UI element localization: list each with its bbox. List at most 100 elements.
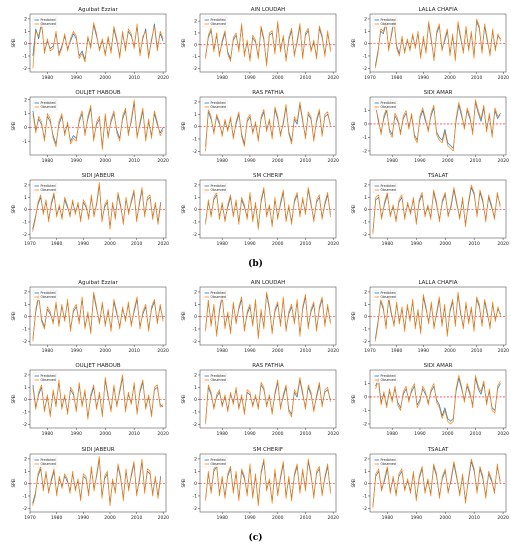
plot-frame (369, 369, 507, 429)
x-tick-label: 1980 (382, 241, 394, 247)
plot-frame (369, 13, 507, 73)
y-tick-label: -2 (23, 422, 28, 428)
x-tick-label: 2000 (440, 241, 452, 247)
legend-label: Predicted (211, 374, 226, 378)
legend-box (202, 372, 228, 384)
chart-panel: SIDI AMAR SPEI -2 -1 0 1 1980 1990 2000 2010 2020 P… (351, 90, 509, 164)
x-tick-label: 1990 (71, 75, 83, 81)
series-line-observed (32, 99, 164, 150)
legend-label: Observed (381, 22, 396, 26)
x-tick-label: 1980 (386, 431, 398, 437)
y-tick-label: 1 (194, 302, 197, 308)
legend-label: Predicted (41, 184, 56, 188)
x-tick-label: 1970 (364, 75, 376, 81)
x-tick-label: 2010 (470, 431, 482, 437)
x-tick-label: 1990 (71, 431, 83, 437)
y-tick-label: 1 (24, 385, 27, 391)
y-axis-label: SPEI (11, 394, 16, 403)
chart-title: SIDI AMAR (424, 90, 453, 96)
plot-frame (29, 453, 167, 513)
legend-label: Predicted (41, 101, 56, 105)
chart-panel: OULJET HABOUB SPEI -2 -1 0 1 2 1980 1990 2000 2010… (11, 363, 169, 437)
y-axis-label: SPEI (181, 394, 186, 403)
y-tick-label: 2 (364, 457, 367, 463)
y-axis-label: SPEI (181, 311, 186, 320)
plot-frame (369, 179, 507, 239)
y-axis-label: SPEI (181, 478, 186, 487)
y-tick-label: 0 (194, 124, 197, 130)
y-tick-label: 1 (24, 195, 27, 201)
y-tick-label: 2 (194, 183, 197, 189)
plot-frame (29, 13, 167, 73)
panel-label-b: (b) (248, 259, 263, 269)
legend-label: Predicted (211, 291, 226, 295)
x-tick-label: 2010 (128, 158, 140, 164)
series-line-observed (374, 18, 501, 69)
legend-box (372, 456, 398, 468)
x-tick-label: 2010 (471, 348, 483, 354)
y-tick-label: 2 (194, 290, 197, 296)
x-tick-label: 2000 (442, 158, 454, 164)
chart-panel: Aguibat Ezziar SPEI -2 -1 0 1 2 1980 1990 2000 201… (11, 7, 169, 81)
y-tick-label: 0 (364, 314, 367, 320)
x-tick-label: 1990 (71, 348, 83, 354)
y-tick-label: -2 (363, 422, 368, 428)
y-tick-label: -2 (193, 232, 198, 238)
chart-title: SM CHERIF (253, 447, 283, 453)
x-tick-label: 1990 (244, 75, 256, 81)
y-axis-label: SPEI (351, 38, 356, 47)
legend-label: Predicted (381, 291, 396, 295)
chart-panel: OULJET HABOUB SPEI -1 0 1 2 1980 1990 2000 2010 20… (11, 90, 169, 164)
y-tick-label: -1 (193, 54, 198, 60)
chart-title: TSALAT (427, 447, 449, 453)
y-tick-label: 2 (24, 17, 27, 23)
legend-label: Observed (381, 462, 396, 466)
x-tick-label: 2000 (272, 158, 284, 164)
y-axis-label: SPEI (11, 38, 16, 47)
chart-panel: RAS FATHIA SPEI -2 -1 0 1 2 1980 1990 2000 2010 202… (181, 363, 339, 437)
x-tick-label: 2010 (128, 348, 140, 354)
y-tick-label: 0 (194, 481, 197, 487)
x-tick-label: 1990 (78, 515, 90, 521)
chart-title: SIDI JABEUR (81, 447, 114, 453)
series-line-observed (205, 291, 331, 340)
x-tick-label: 1990 (244, 431, 256, 437)
x-tick-label: 1990 (418, 75, 430, 81)
series-line-observed (205, 101, 331, 152)
y-tick-label: -1 (193, 137, 198, 143)
legend-label: Observed (211, 295, 226, 299)
x-tick-label: 2020 (157, 431, 169, 437)
x-tick-label: 2010 (471, 75, 483, 81)
x-tick-label: 2020 (327, 515, 339, 521)
plot-frame (199, 453, 337, 513)
y-tick-label: -2 (23, 506, 28, 512)
chart-title: SIDI JABEUR (81, 173, 114, 179)
y-axis-label: SPEI (181, 204, 186, 213)
y-tick-label: 1 (194, 469, 197, 475)
plot-frame (369, 286, 507, 346)
chart-title: OULJET HABOUB (75, 363, 121, 369)
x-tick-label: 2000 (100, 431, 112, 437)
legend-label: Observed (41, 295, 56, 299)
y-tick-label: -1 (23, 139, 28, 145)
y-tick-label: 2 (194, 373, 197, 379)
y-axis-label: SPEI (11, 311, 16, 320)
y-tick-label: 1 (364, 29, 367, 35)
x-tick-label: 2000 (104, 515, 116, 521)
y-tick-label: -2 (363, 149, 368, 155)
legend-label: Predicted (381, 101, 396, 105)
y-axis-label: SPEI (351, 204, 356, 213)
y-axis-label: SPEI (11, 204, 16, 213)
x-tick-label: 2010 (131, 515, 143, 521)
chart-panel: Aguibat Ezziar SPEI -2 -1 0 1 2 1980 1990 2000 201… (11, 280, 169, 354)
legend-label: Observed (211, 462, 226, 466)
legend-label: Observed (211, 188, 226, 192)
y-tick-label: 0 (364, 481, 367, 487)
series-line-predicted (205, 23, 331, 65)
legend-box (372, 182, 398, 194)
plot-frame (199, 369, 337, 429)
x-tick-label: 2020 (157, 75, 169, 81)
y-tick-label: 2 (364, 17, 367, 23)
chart-panel: TSALAT SPEI -2 -1 0 1 2 1980 1990 2000 2010 2020 Pre… (351, 447, 509, 521)
x-tick-label: 1980 (386, 158, 398, 164)
